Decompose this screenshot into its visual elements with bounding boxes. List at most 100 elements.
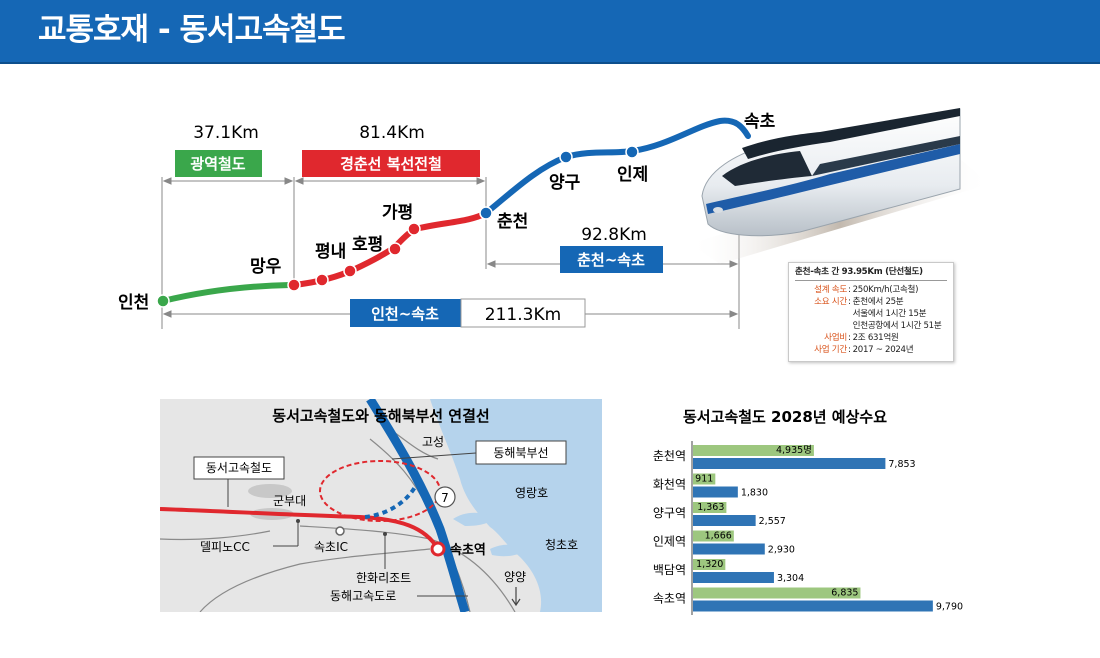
station-name-hopyeong: 호평 — [352, 235, 383, 255]
station-dot-pyeongnae — [315, 273, 329, 287]
station-dot-mangu — [287, 278, 301, 292]
station-dot-gapyeong-lower — [388, 242, 402, 256]
label-sokcho-station: 속초역 — [450, 542, 486, 558]
station-dot-gapyeong — [407, 222, 421, 236]
info-label: 사업비 — [824, 333, 847, 343]
category-label: 속초역 — [653, 592, 686, 606]
info-value: 춘천에서 25분 — [852, 297, 904, 307]
bar-green — [693, 587, 861, 599]
incheon-sokcho-label: 인천~속초 — [371, 305, 439, 323]
info-value: 2조 631억원 — [852, 333, 899, 343]
info-label: 설계 속도 — [814, 285, 847, 295]
station-name-chuncheon: 춘천 — [497, 212, 528, 232]
ktx-train-illustration — [690, 108, 990, 264]
bar-green — [693, 530, 734, 542]
route7-marker — [434, 486, 456, 508]
info-row-cost: 사업비: 2조 631억원 — [795, 332, 947, 344]
segment-distance-1: 37.1Km — [193, 123, 259, 143]
info-value: 서울에서 1시간 15분 — [852, 309, 927, 319]
bar-value-label: 911 — [695, 474, 713, 485]
bar-green — [693, 502, 727, 513]
incheon-sokcho-dimension — [162, 310, 739, 318]
bar-blue — [693, 600, 933, 612]
route7-label: 7 — [441, 491, 449, 505]
cheongchoho-lake — [490, 544, 525, 557]
bar-value-label: 1,666 — [705, 531, 732, 542]
info-label: 소요 시간 — [814, 297, 847, 307]
info-title: 춘천-속초 간 93.95Km (단선철도) — [795, 266, 947, 281]
dongseo-railway-line — [160, 507, 440, 551]
station-name-inje: 인제 — [617, 165, 648, 185]
connection-map: 7 동서고속철도와 동해북부선 연결선 고성 동해북부선 동서고속철도 영랑호 … — [160, 399, 602, 612]
info-value: 250Km/h(고속철) — [852, 285, 919, 295]
label-delpino: 델피노CC — [200, 540, 250, 554]
sokcho-ic-marker — [335, 526, 345, 536]
info-row-time-airport: : 인천공항에서 1시간 51분 — [795, 320, 947, 332]
station-dot-inje — [625, 145, 639, 159]
station-name-pyeongnae: 평내 — [315, 242, 346, 262]
label-yangyang: 양양 — [504, 570, 526, 584]
station-name-yanggu: 양구 — [549, 173, 581, 193]
bar-blue — [693, 515, 756, 526]
info-value: 2017 ~ 2024년 — [852, 345, 914, 355]
sokcho-station-marker — [430, 541, 446, 557]
info-label: 사업 기간 — [814, 345, 847, 355]
label-dongseo-railway: 동서고속철도 — [206, 461, 272, 475]
info-row-time: 소요 시간: 춘천에서 25분 — [795, 296, 947, 308]
station-dot-incheon — [156, 294, 170, 308]
chart-title: 동서고속철도 2028년 예상수요 — [683, 408, 887, 426]
connection-dashed-line — [364, 485, 417, 519]
chuncheon-sokcho-distance: 92.8Km — [581, 225, 647, 245]
green-route-line — [160, 282, 293, 304]
direction-arrow-icon — [511, 587, 521, 607]
station-name-incheon: 인천 — [118, 293, 149, 313]
label-expressway: 동해고속도로 — [330, 589, 396, 603]
bar-blue — [693, 543, 765, 555]
label-donghae-bukbu: 동해북부선 — [493, 446, 548, 460]
bar-value-label: 1,363 — [697, 502, 724, 513]
bar-layer: 춘천역 4,935명 7,853 화천역 911 1,830 양구역 1,363 2,557 인제… — [653, 445, 963, 613]
station-dot-chuncheon — [479, 206, 493, 220]
header-bar: 교통호재 - 동서고속철도 — [0, 0, 1100, 62]
category-label: 백담역 — [653, 563, 686, 577]
yeongnangho-lake — [453, 512, 495, 526]
bar-blue — [693, 458, 886, 469]
callout-box-dongseo — [193, 456, 285, 480]
incheon-sokcho-distance: 211.3Km — [485, 305, 561, 325]
label-gunbudae: 군부대 — [273, 494, 306, 508]
segment-label-1: 광역철도 — [190, 155, 245, 173]
info-row-period: 사업 기간: 2017 ~ 2024년 — [795, 344, 947, 356]
segment-label-box-2 — [302, 150, 480, 177]
station-name-gapyeong: 가평 — [382, 203, 413, 223]
label-goseong: 고성 — [422, 435, 444, 449]
bar-green — [693, 473, 716, 485]
bar-value-label: 7,853 — [888, 459, 915, 470]
label-cheongchoho: 청초호 — [545, 538, 578, 552]
station-name-sokcho: 속초 — [744, 112, 776, 132]
incheon-sokcho-distance-box — [460, 298, 586, 328]
bar-value-label: 2,930 — [768, 545, 795, 556]
bar-value-label: 9,790 — [936, 602, 963, 613]
bar-value-label: 6,835 — [831, 588, 858, 599]
info-row-time-seoul: : 서울에서 1시간 15분 — [795, 308, 947, 320]
category-label: 인제역 — [653, 535, 686, 549]
bar-green — [693, 559, 726, 570]
page-title: 교통호재 - 동서고속철도 — [38, 12, 346, 48]
callout-line-donghae — [391, 452, 477, 460]
map-title: 동서고속철도와 동해북부선 연결선 — [272, 407, 489, 425]
station-dot-hopyeong — [343, 264, 357, 278]
label-sokcho-ic: 속초IC — [314, 540, 348, 554]
military-area — [248, 484, 292, 498]
station-dot-yanggu — [559, 150, 573, 164]
demand-bar-chart: 동서고속철도 2028년 예상수요 춘천역 4,935명 7,853 화천역 911 1,… — [653, 408, 963, 615]
chuncheon-sokcho-box — [560, 246, 663, 273]
incheon-sokcho-box — [350, 299, 461, 327]
route-diagram: 37.1Km 81.4Km 광역철도 경춘선 복선전철 인천 망우 평내 호평 … — [118, 108, 990, 329]
segment-label-2: 경춘선 복선전철 — [340, 155, 442, 173]
category-label: 춘천역 — [653, 448, 686, 463]
bar-value-label: 2,557 — [759, 516, 786, 527]
bar-value-label: 1,830 — [741, 488, 768, 499]
category-label: 양구역 — [653, 506, 686, 520]
bar-value-label: 3,304 — [777, 573, 804, 584]
callout-box-donghae — [475, 440, 567, 465]
